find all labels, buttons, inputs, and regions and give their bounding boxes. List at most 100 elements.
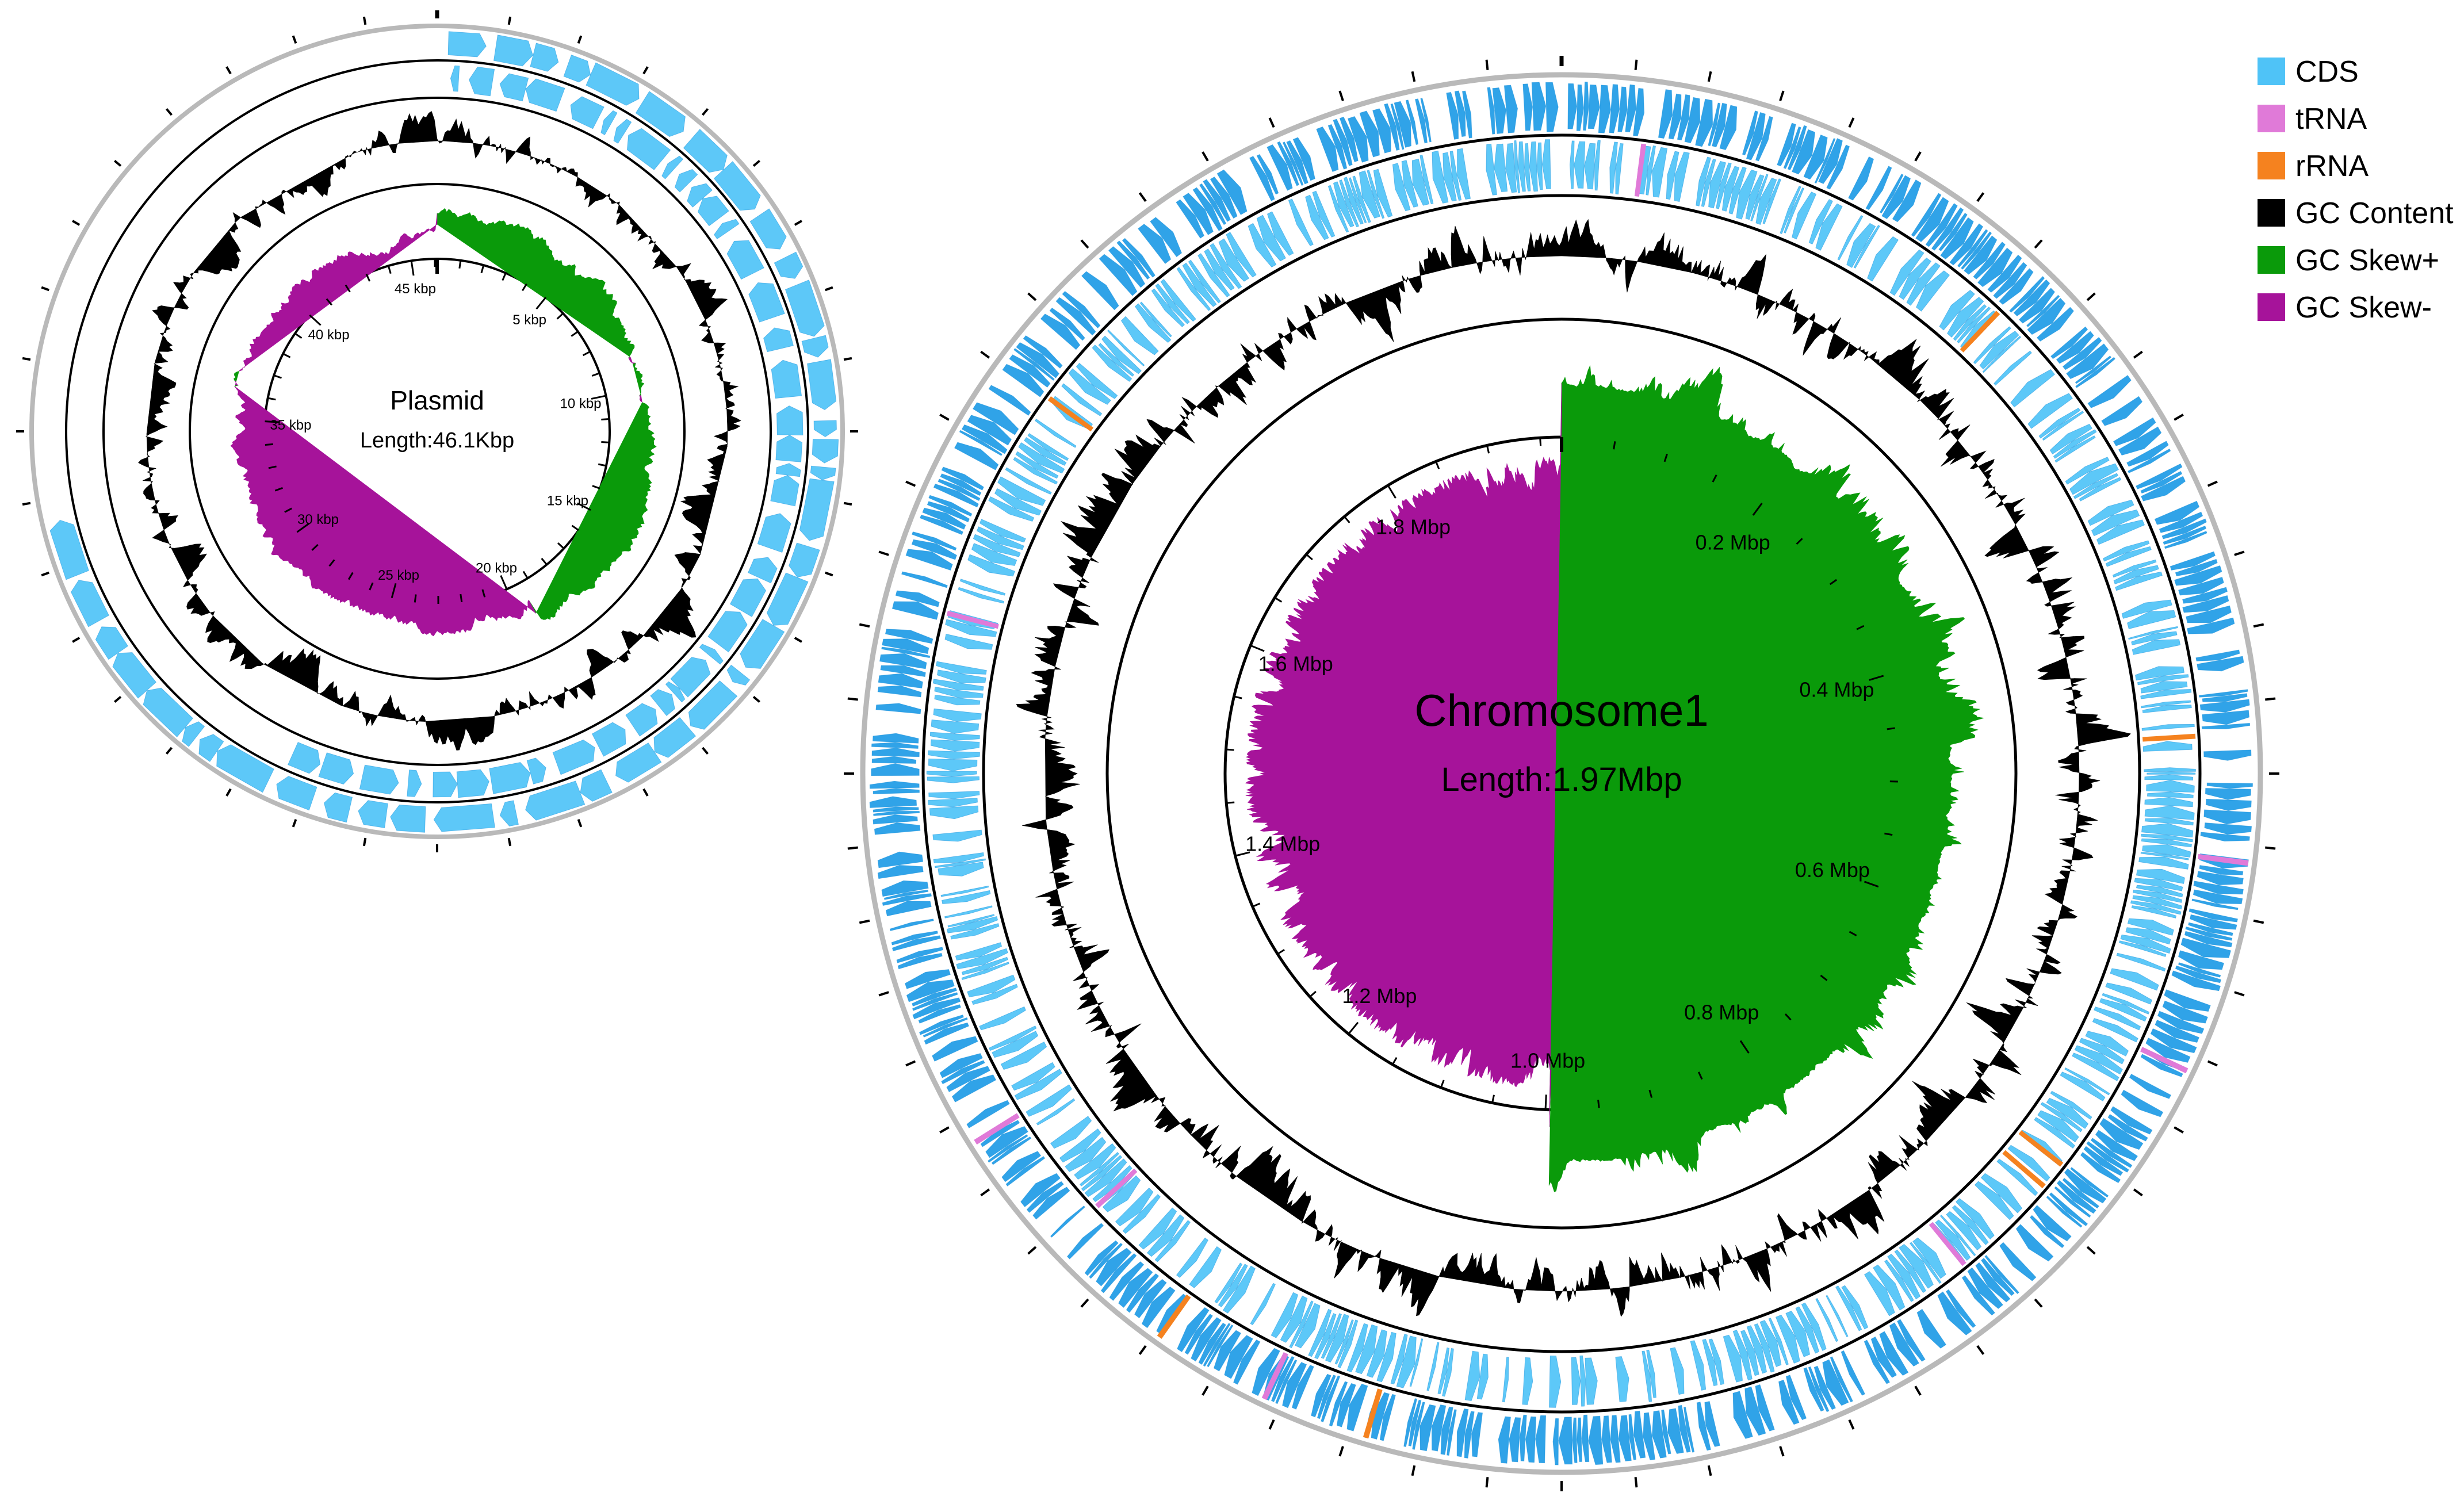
chromosome-cds-reverse: [2142, 844, 2191, 858]
chromosome-cds-reverse: [942, 890, 991, 905]
chromosome-cds-reverse: [973, 534, 1021, 557]
chromosome-cds-forward: [2154, 500, 2200, 525]
chromosome-cds-forward: [877, 685, 922, 698]
plasmid-cds-forward: [447, 31, 487, 58]
plasmid-cds-forward: [615, 742, 662, 783]
chromosome-gc-bar: [1575, 1260, 1609, 1298]
plasmid-gc-bar: [362, 711, 377, 727]
plasmid-outer-tick: [507, 16, 512, 25]
chromosome-cds-forward: [1572, 1417, 1578, 1463]
chromosome-cds-reverse: [2132, 895, 2183, 910]
plasmid-outer-tick: [642, 66, 649, 75]
chromosome-gc-bar: [2065, 706, 2078, 712]
chromosome-cds-forward: [1405, 99, 1419, 145]
chromosome-cds-forward: [1545, 82, 1559, 132]
chromosome-cds-forward: [2129, 1074, 2172, 1099]
chromosome-cds-forward: [2199, 865, 2244, 875]
chromosome-cds-reverse: [1102, 1175, 1141, 1212]
chromosome-scale-label: 1.0 Mbp: [1510, 1048, 1585, 1072]
chromosome-cds-reverse: [1420, 155, 1434, 205]
chromosome-gc-bar: [1629, 1252, 1678, 1291]
chromosome-cds-forward: [912, 992, 958, 1011]
chromosome-scale-tick: [1391, 1057, 1398, 1065]
chromosome-cds-reverse: [933, 852, 984, 863]
plasmid-scale-tick: [274, 487, 283, 492]
chromosome-gc-bar: [1996, 492, 2008, 502]
plasmid-outer-ticks: [16, 10, 858, 852]
chromosome-cds-reverse: [2113, 565, 2159, 585]
plasmid-outer-tick: [292, 35, 297, 44]
chromosome-cds-forward: [1347, 116, 1369, 163]
plasmid-cds-reverse: [613, 118, 632, 144]
chromosome-cds-reverse: [1437, 1347, 1450, 1395]
plasmid-scale-tick: [387, 265, 392, 274]
chromosome-cds-reverse: [1815, 203, 1843, 251]
chromosome-cds-reverse: [1732, 1330, 1753, 1381]
chromosome-cds-reverse: [1750, 174, 1769, 221]
chromosome-cds-forward: [2090, 1138, 2133, 1168]
chromosome-cds-forward: [1198, 1322, 1226, 1365]
plasmid-gc-bar: [146, 363, 177, 434]
plasmid-gc-bar: [146, 436, 164, 452]
chromosome-cds-reverse: [1529, 141, 1538, 192]
plasmid-scale-tick: [591, 395, 606, 400]
plasmid-outer-tick: [507, 837, 512, 847]
chromosome-cds-forward: [2190, 914, 2237, 930]
chromosome-cds-forward: [1359, 110, 1380, 158]
chromosome-gc-bar: [2055, 793, 2081, 806]
chromosome-cds-forward: [2201, 722, 2251, 730]
chromosome-cds-reverse: [2102, 540, 2150, 562]
chromosome-gc-bar: [1512, 1280, 1526, 1304]
chromosome-outer-tick: [847, 697, 858, 701]
chromosome-outer-tick: [1268, 1419, 1275, 1430]
plasmid-scale-tick: [267, 397, 276, 401]
plasmid-outer-tick: [113, 695, 122, 703]
chromosome-gc-bar: [1038, 827, 1076, 871]
chromosome-gc-bar: [1969, 462, 1986, 469]
chromosome-gc-bar: [2074, 746, 2087, 752]
plasmid-gc-bar: [484, 136, 498, 151]
chromosome-cds-forward: [1818, 138, 1843, 184]
plasmid-gc-bar: [674, 552, 700, 578]
chromosome-outer-tick: [1411, 1465, 1416, 1476]
chromosome-cds-forward: [1134, 1279, 1167, 1319]
chromosome-gc-bar: [2058, 753, 2084, 774]
chromosome-cds-reverse: [1013, 457, 1058, 485]
chromosome-cds-reverse: [1518, 141, 1526, 192]
plasmid-cds-forward: [530, 43, 559, 72]
chromosome-cds-reverse: [1339, 179, 1359, 228]
chromosome-scale-tick: [1856, 625, 1865, 630]
chromosome-cds-reverse: [2130, 900, 2182, 915]
chromosome-cds-reverse: [1256, 215, 1286, 262]
plasmid-cds-forward: [586, 62, 640, 106]
chromosome-cds-forward: [951, 1074, 997, 1103]
chromosome-cds-forward: [1005, 1156, 1046, 1187]
chromosome-gc-bar: [1203, 1140, 1213, 1159]
chromosome-cds-reverse: [2096, 519, 2145, 545]
chromosome-scale-tick: [1252, 902, 1261, 908]
chromosome-cds-forward: [1249, 156, 1275, 201]
plasmid-cds-forward: [740, 619, 785, 669]
chromosome-cds-forward: [1138, 224, 1172, 264]
plasmid-gc-bar: [371, 131, 390, 149]
chromosome-gc-bar: [2065, 701, 2075, 706]
chromosome-rna-marker: [974, 1113, 1020, 1145]
plasmid-cds-forward: [276, 776, 317, 811]
chromosome-gc-bar: [1410, 270, 1422, 293]
chromosome-cds-reverse: [1755, 178, 1777, 225]
chromosome-cds-reverse: [2133, 889, 2183, 903]
chromosome-cds-reverse: [1176, 1237, 1208, 1278]
chromosome-cds-forward: [1089, 1243, 1123, 1279]
chromosome-gc-bar: [1522, 248, 1526, 260]
chromosome-cds-forward: [1203, 1323, 1231, 1367]
chromosome-cds-forward: [1822, 1359, 1849, 1406]
chromosome-cds-forward: [882, 638, 929, 655]
chromosome-cds-forward: [918, 1004, 961, 1024]
chromosome-gc-bar: [1802, 1222, 1809, 1231]
chromosome-cds-forward: [2046, 1195, 2083, 1228]
chromosome-cds-reverse: [1155, 283, 1190, 324]
chromosome-cds-forward: [2062, 1177, 2099, 1209]
chromosome-cds-forward: [1447, 1409, 1457, 1456]
chromosome-outer-tick: [905, 1060, 916, 1067]
